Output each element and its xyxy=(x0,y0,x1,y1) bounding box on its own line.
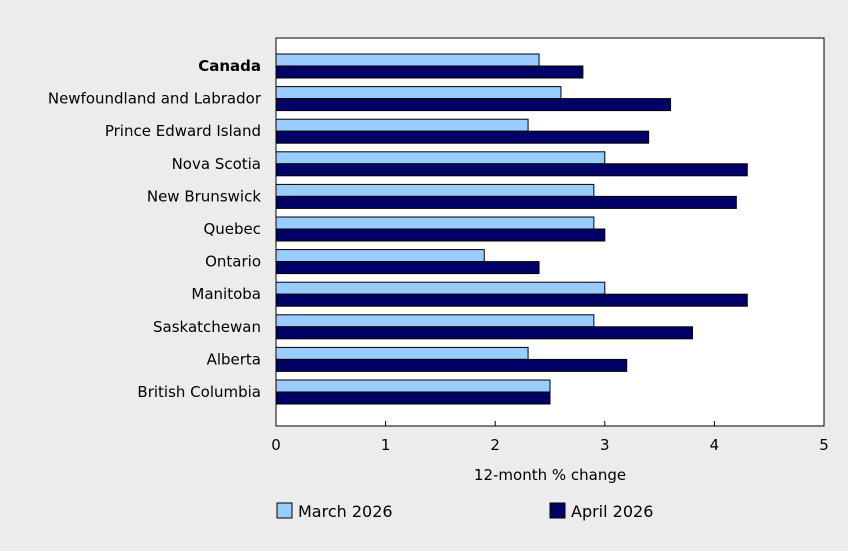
category-label: Quebec xyxy=(203,220,261,238)
x-tick-label: 2 xyxy=(490,436,500,454)
bar-march xyxy=(275,216,595,230)
legend-label: April 2026 xyxy=(571,502,653,521)
category-label: British Columbia xyxy=(137,383,261,401)
bars-layer xyxy=(275,53,748,405)
bar-march xyxy=(275,281,606,295)
legend: March 2026 April 2026 xyxy=(276,502,653,521)
bar-april xyxy=(275,65,584,79)
category-label: New Brunswick xyxy=(147,187,261,205)
legend-label: March 2026 xyxy=(298,502,393,521)
category-label: Prince Edward Island xyxy=(105,122,261,140)
x-tick-label: 0 xyxy=(271,436,281,454)
bar-march xyxy=(275,53,540,67)
bar-march xyxy=(275,314,595,328)
bar-april xyxy=(275,98,672,112)
bar-april xyxy=(275,130,650,144)
bar-april xyxy=(275,261,540,275)
bar-april xyxy=(275,391,551,405)
category-label: Newfoundland and Labrador xyxy=(48,90,262,108)
category-label: Nova Scotia xyxy=(172,155,261,173)
x-axis: 0 1 2 3 4 5 xyxy=(271,421,829,454)
bar-april xyxy=(275,163,748,177)
bar-march xyxy=(275,379,551,393)
bar-march xyxy=(275,249,485,263)
bar-march xyxy=(275,118,529,132)
category-label: Ontario xyxy=(205,253,261,271)
bar-march xyxy=(275,183,595,197)
bar-april xyxy=(275,326,693,340)
x-tick-label: 1 xyxy=(381,436,391,454)
bar-march xyxy=(275,86,562,100)
category-label: Manitoba xyxy=(191,285,261,303)
x-tick-label: 3 xyxy=(600,436,610,454)
x-axis-title: 12-month % change xyxy=(474,466,626,484)
bar-march xyxy=(275,346,529,360)
x-tick-label: 5 xyxy=(819,436,829,454)
bar-march xyxy=(275,151,606,165)
category-label: Alberta xyxy=(207,350,261,368)
legend-swatch xyxy=(549,502,566,519)
bar-april xyxy=(275,228,606,242)
bar-april xyxy=(275,195,737,209)
bar-april xyxy=(275,293,748,307)
x-tick-label: 4 xyxy=(710,436,720,454)
category-label: Saskatchewan xyxy=(153,318,261,336)
legend-swatch xyxy=(276,502,293,519)
category-label: Canada xyxy=(198,57,261,75)
category-labels: Canada Newfoundland and Labrador Prince Ed… xyxy=(48,57,262,401)
bar-april xyxy=(275,358,628,372)
